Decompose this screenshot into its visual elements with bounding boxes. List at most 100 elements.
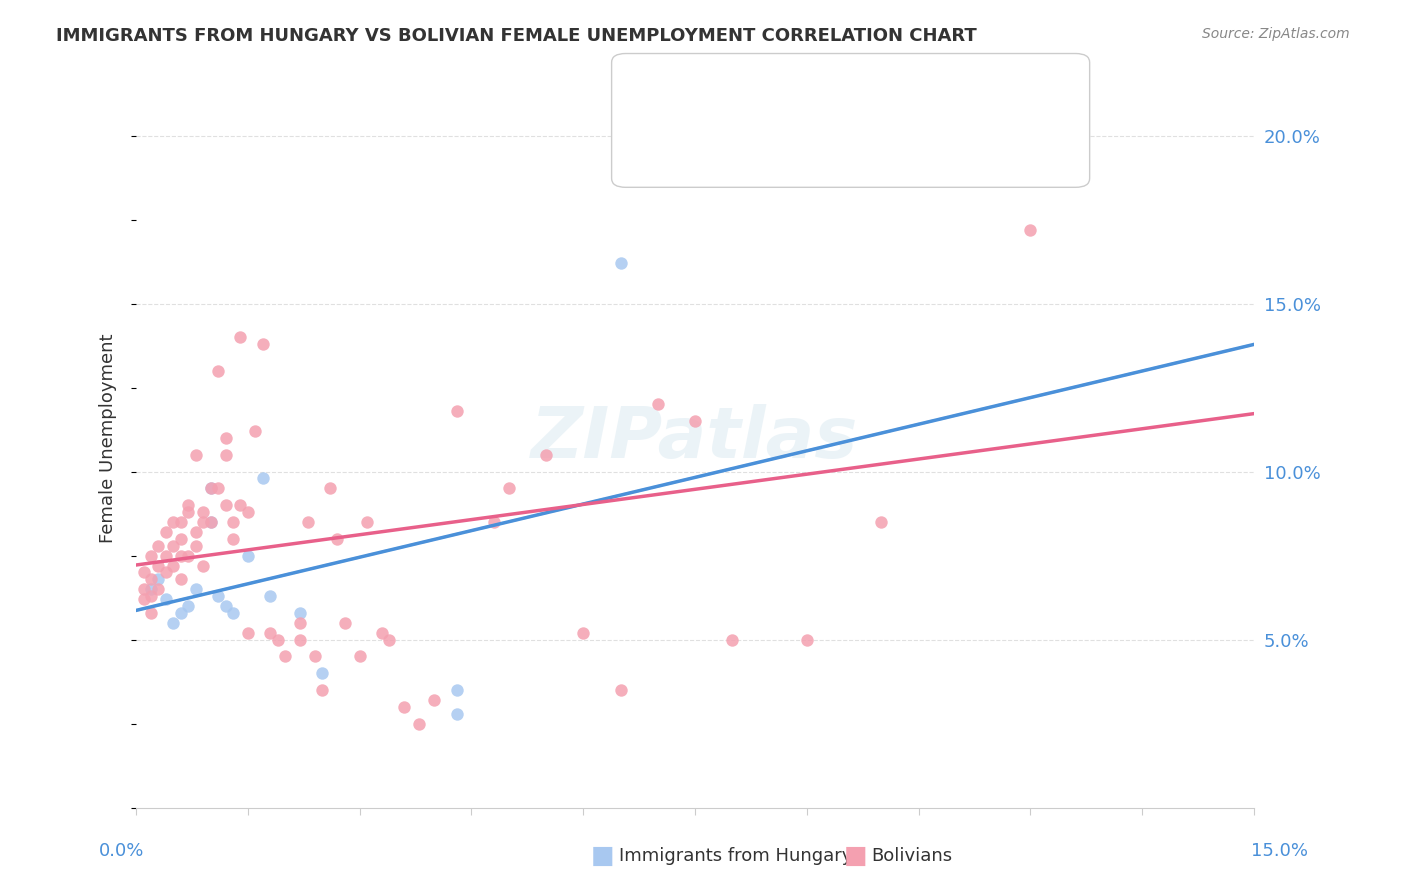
Point xyxy=(498,482,520,496)
Point xyxy=(259,626,281,640)
Point xyxy=(170,606,193,620)
Point xyxy=(132,566,155,580)
Point xyxy=(378,632,401,647)
Point xyxy=(214,498,236,512)
Point xyxy=(162,515,184,529)
Point xyxy=(170,515,193,529)
Point xyxy=(222,606,245,620)
Point xyxy=(274,649,297,664)
Point xyxy=(446,683,468,698)
Point xyxy=(236,549,259,563)
Point xyxy=(311,666,333,681)
Point xyxy=(311,683,333,698)
Point xyxy=(356,515,378,529)
Point xyxy=(222,515,245,529)
Point xyxy=(349,649,371,664)
Point xyxy=(222,532,245,546)
Point xyxy=(139,572,162,586)
Point xyxy=(148,572,170,586)
Point xyxy=(170,532,193,546)
Point xyxy=(214,431,236,445)
Point xyxy=(148,558,170,573)
Point xyxy=(155,566,177,580)
Point xyxy=(1019,223,1042,237)
Y-axis label: Female Unemployment: Female Unemployment xyxy=(100,334,117,543)
Point xyxy=(423,693,446,707)
Point xyxy=(945,112,967,126)
Point xyxy=(609,256,631,270)
Point xyxy=(200,515,222,529)
Point xyxy=(155,549,177,563)
Point xyxy=(371,626,394,640)
Text: Source: ZipAtlas.com: Source: ZipAtlas.com xyxy=(1202,27,1350,41)
Point xyxy=(155,525,177,540)
Text: Immigrants from Hungary: Immigrants from Hungary xyxy=(619,847,852,865)
Text: 0.0%: 0.0% xyxy=(98,842,143,860)
Text: R = 0.389    N = 20: R = 0.389 N = 20 xyxy=(689,84,880,103)
Point xyxy=(214,448,236,462)
Point xyxy=(139,589,162,603)
Point xyxy=(162,615,184,630)
Point xyxy=(236,626,259,640)
Point xyxy=(683,414,706,428)
Point xyxy=(214,599,236,613)
Text: ■: ■ xyxy=(844,845,868,868)
Point xyxy=(184,525,207,540)
Point xyxy=(482,515,505,529)
Point xyxy=(252,337,274,351)
Point xyxy=(267,632,290,647)
Point xyxy=(446,706,468,721)
Point xyxy=(184,582,207,597)
Point xyxy=(229,330,252,344)
Point xyxy=(609,683,631,698)
Point xyxy=(446,404,468,418)
Point xyxy=(200,482,222,496)
Point xyxy=(304,649,326,664)
Point xyxy=(139,582,162,597)
Point xyxy=(319,482,342,496)
Point xyxy=(288,632,311,647)
Point xyxy=(259,589,281,603)
Point xyxy=(326,532,349,546)
Point xyxy=(148,582,170,597)
Point xyxy=(572,626,595,640)
Point xyxy=(796,632,818,647)
Point xyxy=(647,397,669,411)
Point xyxy=(252,471,274,485)
Text: Bolivians: Bolivians xyxy=(872,847,953,865)
Point xyxy=(193,558,215,573)
Point xyxy=(193,505,215,519)
Text: R = 0.262    N = 75: R = 0.262 N = 75 xyxy=(689,133,880,153)
Point xyxy=(193,515,215,529)
Text: IMMIGRANTS FROM HUNGARY VS BOLIVIAN FEMALE UNEMPLOYMENT CORRELATION CHART: IMMIGRANTS FROM HUNGARY VS BOLIVIAN FEMA… xyxy=(56,27,977,45)
Point xyxy=(288,606,311,620)
Point xyxy=(132,582,155,597)
Point xyxy=(236,505,259,519)
Point xyxy=(162,558,184,573)
Point xyxy=(177,505,200,519)
Point xyxy=(132,592,155,607)
Point xyxy=(184,448,207,462)
Point xyxy=(207,364,229,378)
Point xyxy=(200,515,222,529)
Text: ■: ■ xyxy=(654,82,678,105)
Point xyxy=(200,482,222,496)
Point xyxy=(408,716,430,731)
Point xyxy=(155,592,177,607)
Text: ZIPatlas: ZIPatlas xyxy=(531,403,859,473)
Point xyxy=(297,515,319,529)
Point xyxy=(721,632,744,647)
Text: 15.0%: 15.0% xyxy=(1250,842,1308,860)
Point xyxy=(139,549,162,563)
Point xyxy=(333,615,356,630)
Point xyxy=(184,539,207,553)
Point xyxy=(229,498,252,512)
Point xyxy=(245,425,267,439)
Point xyxy=(394,699,416,714)
Point xyxy=(162,539,184,553)
Point xyxy=(534,448,557,462)
Point xyxy=(170,572,193,586)
Point xyxy=(177,599,200,613)
Point xyxy=(148,539,170,553)
Point xyxy=(207,589,229,603)
